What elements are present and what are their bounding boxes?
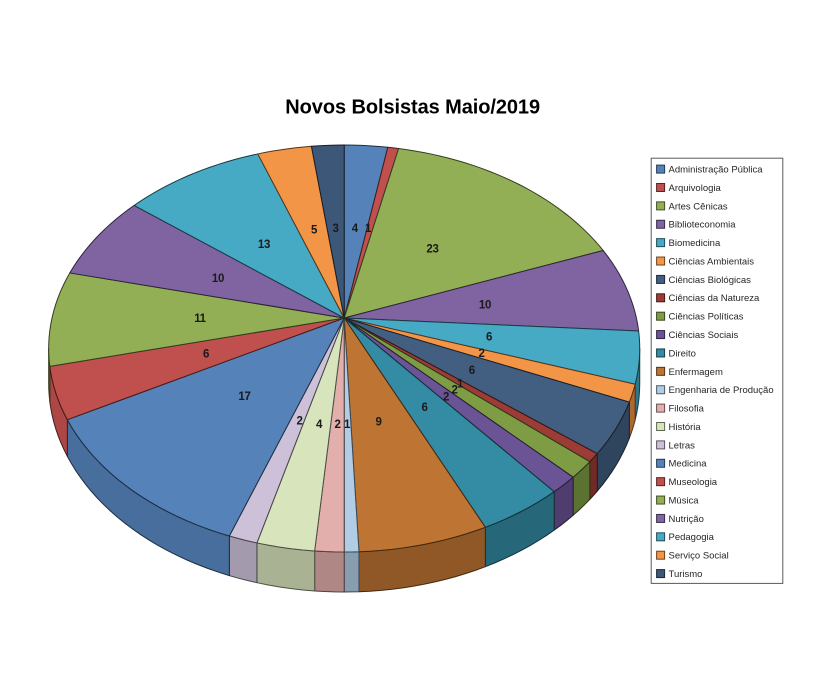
svg-text:11: 11 [194,313,206,325]
svg-text:2: 2 [451,385,457,397]
svg-text:Ciências Políticas: Ciências Políticas [669,312,744,323]
svg-text:História: História [669,422,702,433]
svg-text:Direito: Direito [669,348,696,359]
svg-text:10: 10 [479,300,491,312]
svg-text:Letras: Letras [669,440,696,451]
svg-text:5: 5 [311,225,318,237]
svg-text:13: 13 [258,239,270,251]
svg-text:2: 2 [478,348,484,360]
svg-text:Biomedicina: Biomedicina [669,238,721,249]
svg-text:Filosofia: Filosofia [669,404,705,415]
svg-text:Nutrição: Nutrição [669,514,704,525]
svg-text:Administração Pública: Administração Pública [669,165,764,176]
svg-text:Música: Música [669,495,700,506]
svg-text:17: 17 [238,391,250,403]
svg-text:Turismo: Turismo [669,569,703,580]
svg-text:1: 1 [457,379,464,391]
svg-text:6: 6 [421,402,427,414]
svg-text:2: 2 [443,392,449,404]
svg-text:Ciências da Natureza: Ciências da Natureza [669,293,761,304]
svg-text:Ciências Biológicas: Ciências Biológicas [669,275,752,286]
svg-text:Artes Cênicas: Artes Cênicas [669,201,728,212]
svg-text:1: 1 [365,223,372,235]
svg-text:Ciências Ambientais: Ciências Ambientais [669,256,755,267]
svg-text:6: 6 [203,349,209,361]
svg-text:Medicina: Medicina [669,459,708,470]
svg-text:6: 6 [486,332,492,344]
svg-text:Serviço Social: Serviço Social [669,551,729,562]
svg-text:4: 4 [316,419,323,431]
svg-text:4: 4 [352,223,359,235]
svg-text:2: 2 [296,416,302,428]
svg-text:Arquivologia: Arquivologia [669,183,722,194]
svg-text:2: 2 [334,419,340,431]
svg-text:23: 23 [426,243,438,255]
svg-text:Engenharia de Produção: Engenharia de Produção [669,385,774,396]
svg-text:Enfermagem: Enfermagem [669,367,723,378]
svg-text:Novos Bolsistas Maio/2019: Novos Bolsistas Maio/2019 [285,97,540,119]
svg-text:Pedagogia: Pedagogia [669,532,715,543]
svg-text:Ciências Sociais: Ciências Sociais [669,330,739,341]
svg-text:Museologia: Museologia [669,477,718,488]
svg-text:9: 9 [375,417,381,429]
svg-text:6: 6 [469,365,475,377]
svg-text:10: 10 [212,273,224,285]
svg-text:3: 3 [332,223,338,235]
svg-text:1: 1 [344,419,351,431]
svg-text:Biblioteconomia: Biblioteconomia [669,220,737,231]
